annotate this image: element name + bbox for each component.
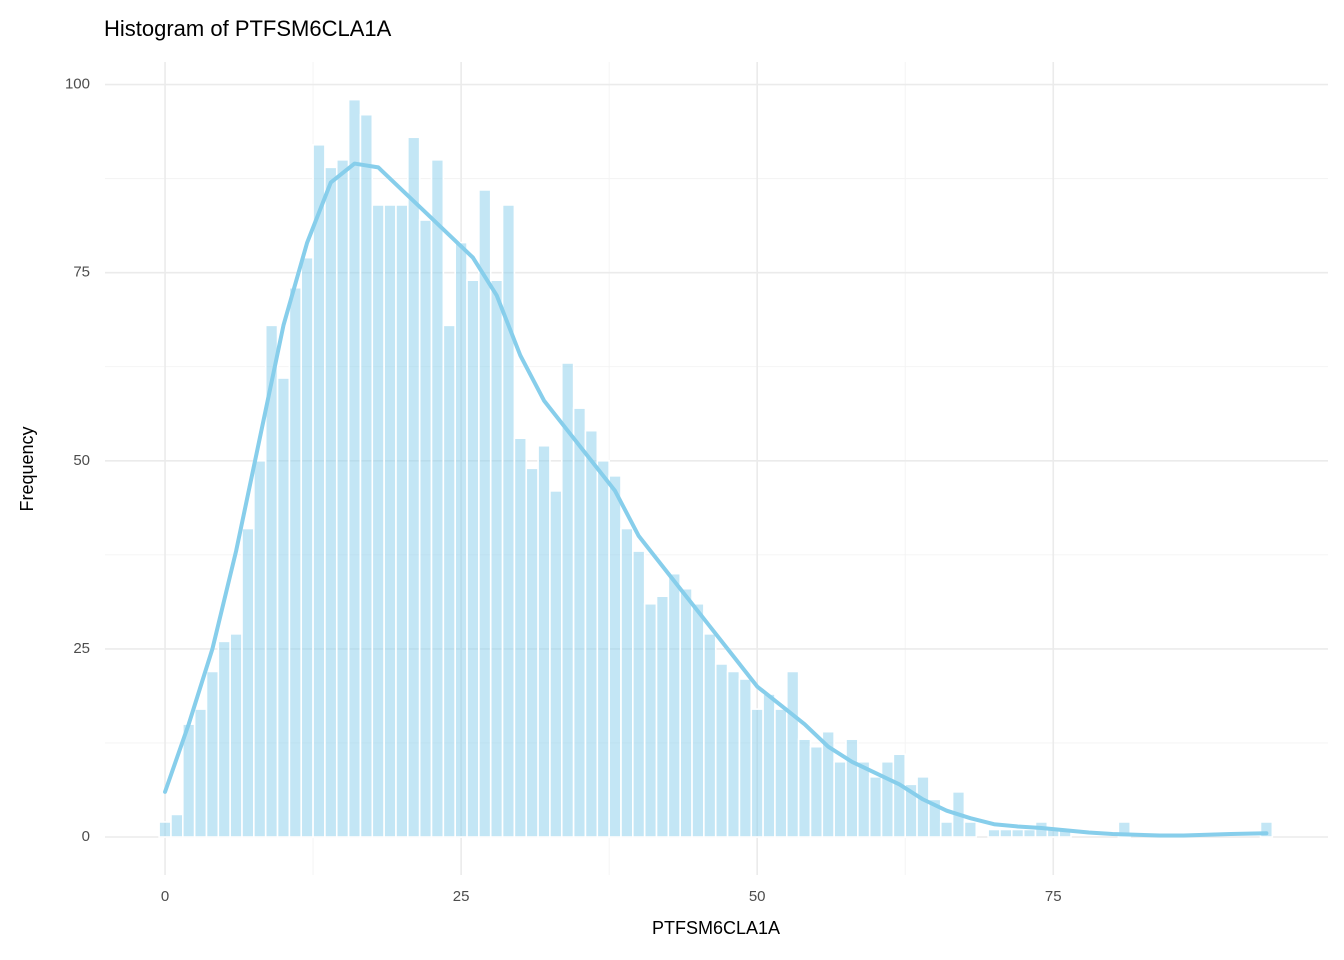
bar [430, 159, 445, 838]
bar [714, 663, 729, 838]
bar [880, 760, 895, 838]
bar [395, 204, 409, 838]
y-tick-label: 25 [73, 640, 90, 657]
bar [513, 437, 528, 838]
bar [442, 324, 456, 838]
bar [762, 693, 776, 838]
bar [987, 828, 1001, 838]
bar [229, 633, 243, 838]
bar [809, 745, 824, 838]
bar [655, 595, 670, 838]
bar [939, 821, 954, 838]
bar [501, 204, 516, 838]
bar [418, 219, 433, 838]
bar [620, 527, 634, 838]
bar [537, 444, 551, 838]
bar [217, 640, 231, 838]
chart-title: Histogram of PTFSM6CLA1A [104, 16, 392, 41]
bar [1259, 821, 1274, 838]
bar [868, 776, 883, 838]
bar [300, 256, 314, 838]
bar [371, 204, 385, 838]
bar [703, 633, 717, 838]
y-tick-label: 75 [73, 264, 90, 281]
bar [691, 602, 705, 838]
bar [288, 286, 303, 838]
bar [158, 821, 172, 838]
bar [785, 670, 800, 838]
bar [359, 113, 374, 838]
bar [679, 587, 693, 838]
bar [1010, 828, 1025, 838]
bar [643, 602, 658, 838]
bar [454, 241, 468, 838]
bar [584, 429, 599, 838]
bar [276, 377, 291, 838]
bar [963, 821, 978, 838]
bar [608, 475, 622, 838]
bar [312, 143, 326, 838]
bar [466, 279, 480, 838]
bar [892, 753, 907, 838]
x-tick-label: 75 [1045, 888, 1062, 905]
bar [999, 828, 1013, 838]
bar [833, 760, 847, 838]
bar [324, 166, 338, 838]
bar [205, 670, 220, 838]
y-axis-title: Frequency [17, 426, 37, 511]
y-tick-label: 50 [73, 452, 90, 469]
x-tick-label: 0 [161, 888, 169, 905]
bar [726, 670, 741, 838]
bar [916, 776, 930, 838]
bar [489, 279, 504, 838]
bar [928, 798, 942, 838]
y-tick-label: 100 [65, 76, 90, 93]
bar [253, 459, 267, 838]
x-tick-label: 50 [749, 888, 766, 905]
density-line [163, 161, 1269, 838]
bar [750, 708, 764, 838]
x-tick-label: 25 [453, 888, 470, 905]
x-axis-title: PTFSM6CLA1A [652, 918, 780, 938]
bar [1022, 828, 1037, 838]
bar [797, 738, 812, 838]
bar [193, 708, 208, 838]
bar [170, 813, 184, 838]
bar [857, 760, 871, 838]
bar [407, 136, 421, 838]
bar [774, 708, 788, 838]
bar [632, 550, 646, 838]
bar [335, 159, 350, 838]
bar [572, 407, 587, 838]
bar [1117, 821, 1132, 838]
bar [478, 189, 492, 838]
bar [738, 678, 753, 838]
bar [525, 467, 539, 838]
bar [549, 490, 563, 838]
bar [383, 204, 397, 838]
bar [347, 98, 362, 838]
bar [241, 527, 255, 838]
bar [845, 738, 859, 838]
bar [667, 572, 682, 838]
y-tick-label: 0 [82, 828, 90, 845]
bar [596, 459, 610, 838]
